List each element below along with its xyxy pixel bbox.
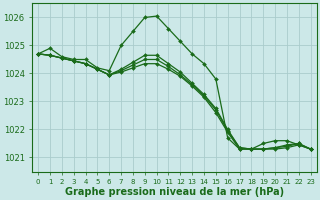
X-axis label: Graphe pression niveau de la mer (hPa): Graphe pression niveau de la mer (hPa)	[65, 187, 284, 197]
